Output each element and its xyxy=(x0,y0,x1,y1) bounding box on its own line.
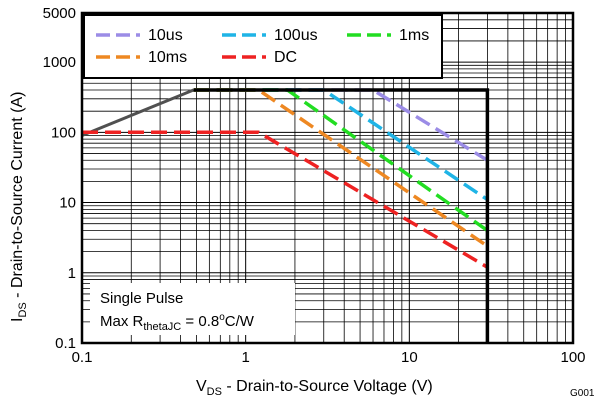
y-tick-label: 10 xyxy=(59,195,76,212)
legend-label-10ms: 10ms xyxy=(148,49,187,66)
x-tick-label: 10 xyxy=(401,349,418,366)
x-axis-title: VDS - Drain-to-Source Voltage (V) xyxy=(196,378,433,398)
x-tick-label: 0.1 xyxy=(72,349,93,366)
legend: 10us 100us 1ms 10ms DC xyxy=(83,14,443,79)
y-tick-label: 1 xyxy=(68,265,76,282)
y-axis-ticks: 0.1 1 10 100 1000 5000 xyxy=(43,5,76,352)
plot-frame xyxy=(80,11,575,345)
legend-label-100us: 100us xyxy=(274,27,318,44)
chart-lines xyxy=(81,88,490,343)
annotation-line-2: Max RthetaJC = 0.8oC/W xyxy=(100,312,255,333)
legend-label-DC: DC xyxy=(274,49,297,66)
legend-box xyxy=(83,14,443,79)
y-tick-label: 100 xyxy=(51,124,76,141)
annotation-line-1: Single Pulse xyxy=(100,290,183,307)
y-tick-label: 0.1 xyxy=(55,335,76,352)
y-tick-label: 5000 xyxy=(43,5,76,22)
annotation-background xyxy=(90,283,295,335)
x-tick-label: 1 xyxy=(241,349,249,366)
legend-label-10us: 10us xyxy=(148,27,183,44)
x-axis-ticks: 0.1 1 10 100 xyxy=(72,349,586,366)
y-axis-title: IDS - Drain-to-Source Current (A) xyxy=(9,92,29,322)
soa-boundary-line xyxy=(193,88,490,343)
series-line-10ms xyxy=(193,88,489,248)
series-line-DC xyxy=(82,130,489,269)
x-tick-label: 100 xyxy=(560,349,585,366)
legend-label-1ms: 1ms xyxy=(399,27,429,44)
y-tick-label: 1000 xyxy=(43,54,76,71)
envelope-line xyxy=(81,88,195,137)
figure-tag: G001 xyxy=(570,388,595,399)
annotation-box: Single Pulse Max RthetaJC = 0.8oC/W xyxy=(90,283,295,335)
